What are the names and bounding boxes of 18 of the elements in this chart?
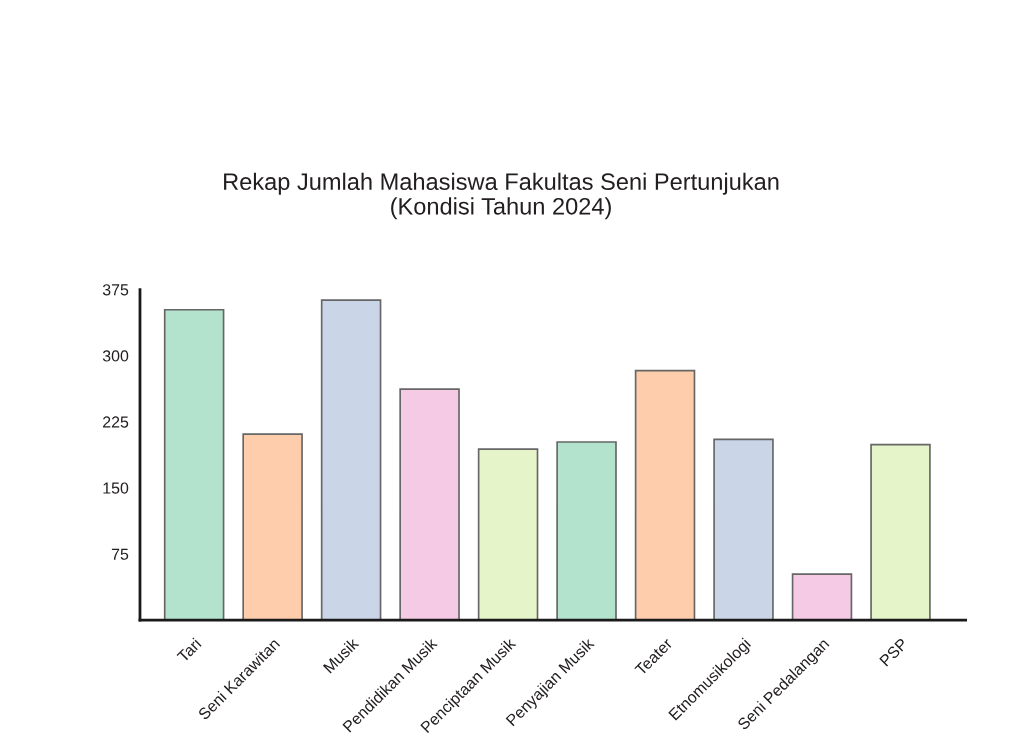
x-tick-label: Tari xyxy=(176,637,202,663)
chart-title: Rekap Jumlah Mahasiswa Fakultas Seni Pertunjukan (Kondisi Tahun 2024) xyxy=(224,172,779,220)
bar xyxy=(870,443,931,621)
y-tick-label: 375 xyxy=(102,284,129,296)
x-tick-label: PSP xyxy=(879,637,909,667)
bar xyxy=(556,441,617,621)
bar xyxy=(399,388,460,621)
y-tick-label: 300 xyxy=(102,350,129,362)
bar xyxy=(713,438,774,621)
y-tick-label: 225 xyxy=(103,416,129,428)
y-tick-label: 75 xyxy=(111,548,129,560)
bar xyxy=(163,308,225,621)
y-tick-label: 150 xyxy=(103,482,129,494)
bar xyxy=(242,433,303,621)
bar xyxy=(634,369,696,621)
bar xyxy=(791,573,853,621)
bar xyxy=(320,299,382,621)
bar xyxy=(477,448,539,621)
